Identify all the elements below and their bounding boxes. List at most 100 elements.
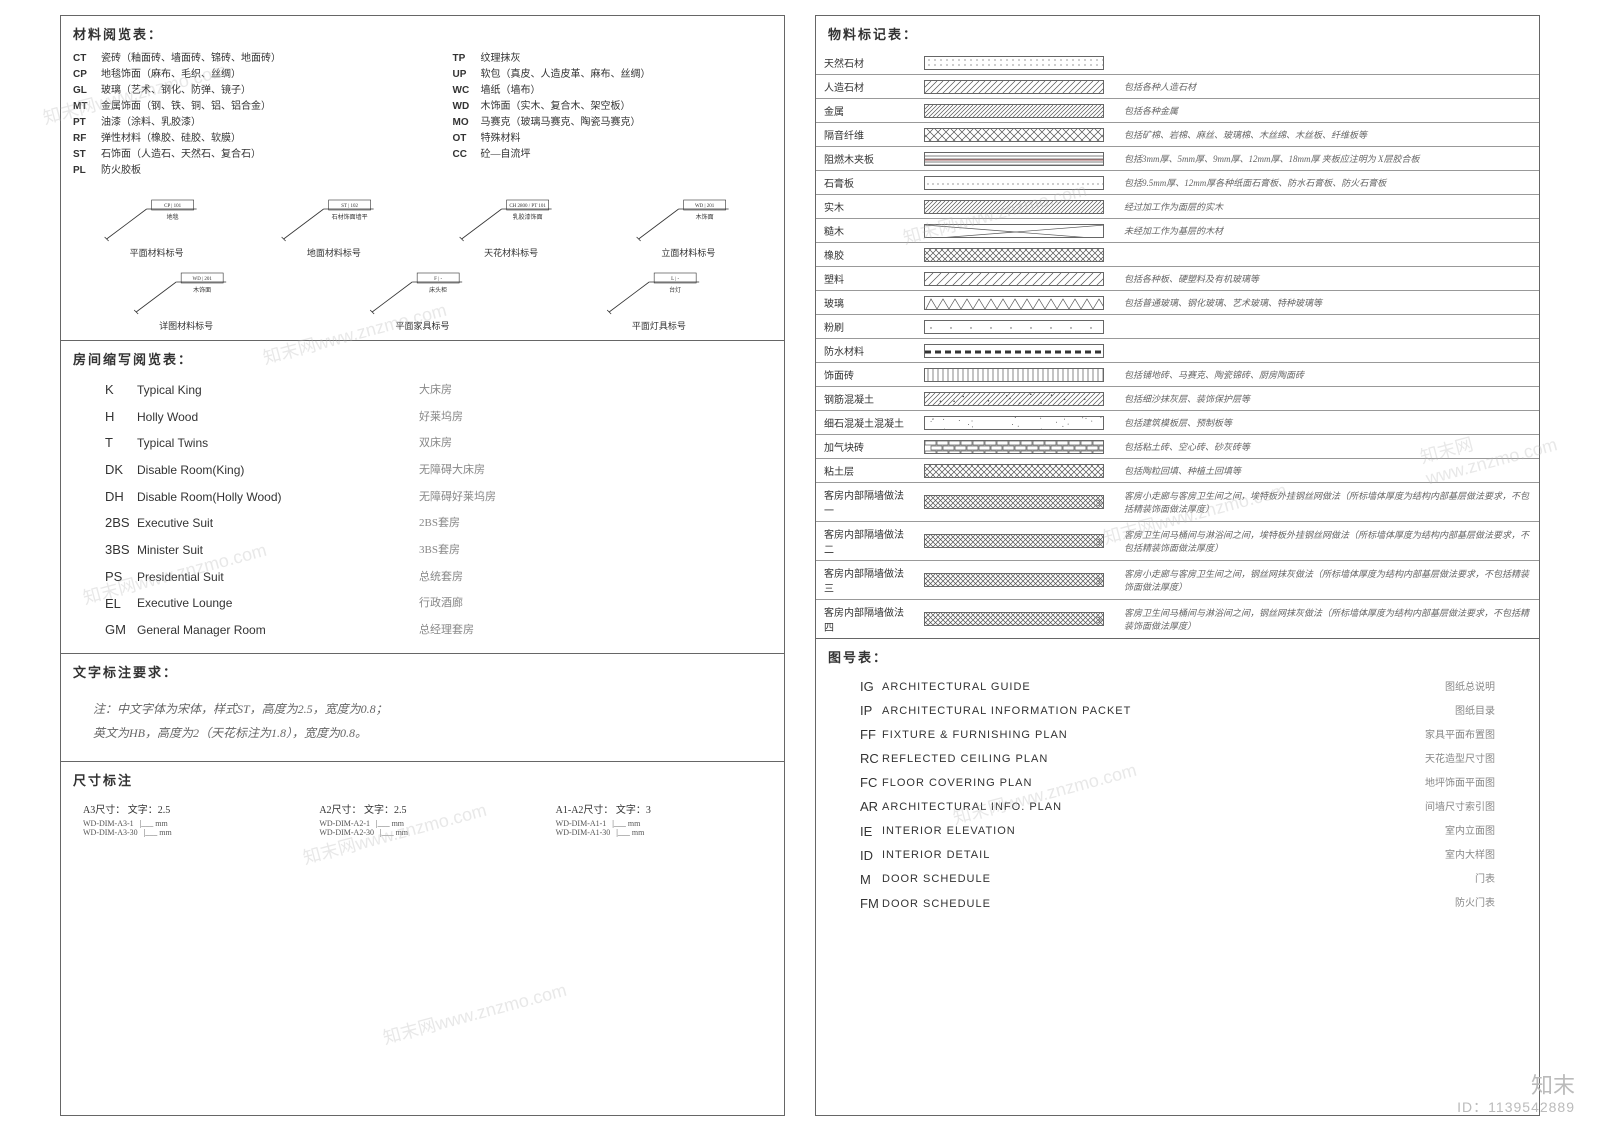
room-cn: 2BS套房 (419, 511, 770, 536)
material-mark-name: 客房内部隔墙做法二 (816, 522, 916, 561)
drawing-codes-title: 图号表： (828, 647, 1527, 666)
material-mark-row: 人造石材 包括各种人造石材 (816, 75, 1539, 99)
symbol-caption: 地面材料标号 (250, 246, 417, 259)
svg-text:木饰面: 木饰面 (695, 213, 713, 221)
dim-sub1: WD-DIM-A1-1 |___ mm (556, 819, 762, 828)
room-code: PS (75, 565, 135, 590)
material-mark-row: 塑料 包括各种板、硬塑料及有机玻璃等 (816, 267, 1539, 291)
symbol-item: L | - 台灯 平面灯具标号 (546, 267, 772, 332)
material-mark-row: 饰面砖 包括铺地砖、马赛克、陶瓷锦砖、厨房陶面砖 (816, 363, 1539, 387)
drawing-cn: 门表 (1342, 869, 1525, 891)
material-mark-name: 天然石材 (816, 51, 916, 75)
text-note-line2: 英文为HB，高度为2（天花标注为1.8），宽度为0.8。 (93, 721, 752, 745)
symbol-caption: 平面材料标号 (73, 246, 240, 259)
drawing-cn: 图纸目录 (1342, 700, 1525, 722)
material-mark-desc (1116, 339, 1539, 363)
drawing-code: IG (830, 676, 880, 698)
svg-text:L | -: L | - (671, 277, 679, 282)
drawing-en: INTERIOR DETAIL (882, 845, 1340, 867)
room-en: General Manager Room (137, 618, 417, 643)
text-note-section: 文字标注要求： 注：中文字体为宋体，样式ST，高度为2.5，宽度为0.8； 英文… (61, 654, 784, 762)
drawing-cn: 家具平面布置图 (1342, 724, 1525, 746)
dim-item: A1-A2尺寸： 文字：3 WD-DIM-A1-1 |___ mm WD-DIM… (556, 801, 762, 837)
material-mark-pattern (916, 123, 1116, 147)
material-mark-name: 阻燃木夹板 (816, 147, 916, 171)
room-abbr-title: 房间缩写阅览表： (73, 349, 772, 368)
drawing-en: ARCHITECTURAL GUIDE (882, 676, 1340, 698)
drawing-code: FC (830, 772, 880, 794)
material-codes-section: 材料阅览表： CT瓷砖（釉面砖、墙面砖、锦砖、地面砖）CP地毯饰面（麻布、毛织、… (61, 16, 784, 341)
material-mark-pattern (916, 219, 1116, 243)
drawing-code-row: AR ARCHITECTURAL INFO. PLAN 间墙尺寸索引图 (830, 796, 1525, 818)
material-code: MT (73, 99, 101, 115)
svg-text:CH 2800 / PT 101: CH 2800 / PT 101 (509, 204, 546, 209)
material-mark-desc: 客房小走廊与客房卫生间之间，埃特板外挂钢丝网做法（所标墙体厚度为结构内部基层做法… (1116, 483, 1539, 522)
drawing-code-row: FC FLOOR COVERING PLAN 地坪饰面平面图 (830, 772, 1525, 794)
material-code-desc: 特殊材料 (481, 131, 521, 147)
drawing-code: AR (830, 796, 880, 818)
material-mark-name: 细石混凝土混凝土 (816, 411, 916, 435)
material-mark-desc: 客房卫生间马桶间与淋浴间之间，埃特板外挂钢丝网做法（所标墙体厚度为结构内部基层做… (1116, 522, 1539, 561)
room-row: PS Presidential Suit 总统套房 (75, 565, 770, 590)
material-mark-desc: 包括建筑模板层、预制板等 (1116, 411, 1539, 435)
material-mark-name: 客房内部隔墙做法四 (816, 600, 916, 639)
symbol-caption: 平面家具标号 (309, 319, 535, 332)
drawing-en: INTERIOR ELEVATION (882, 821, 1340, 843)
material-code: ST (73, 147, 101, 163)
drawing-cn: 天花造型尺寸图 (1342, 748, 1525, 770)
drawing-code: RC (830, 748, 880, 770)
material-code: CC (453, 147, 481, 163)
symbol-item: ST | 102 石材饰面墙平 地面材料标号 (250, 194, 417, 259)
svg-text:CP | 101: CP | 101 (164, 204, 181, 209)
material-mark-name: 客房内部隔墙做法三 (816, 561, 916, 600)
material-code-desc: 瓷砖（釉面砖、墙面砖、锦砖、地面砖） (101, 51, 281, 67)
material-mark-desc (1116, 243, 1539, 267)
material-mark-row: 细石混凝土混凝土 包括建筑模板层、预制板等 (816, 411, 1539, 435)
drawing-code: IP (830, 700, 880, 722)
drawing-en: REFLECTED CEILING PLAN (882, 748, 1340, 770)
material-mark-name: 钢筋混凝土 (816, 387, 916, 411)
material-mark-desc: 经过加工作为面层的实木 (1116, 195, 1539, 219)
material-mark-pattern (916, 522, 1116, 561)
material-mark-pattern (916, 147, 1116, 171)
material-code: PT (73, 115, 101, 131)
material-code-desc: 防火胶板 (101, 163, 141, 179)
room-code: T (75, 431, 135, 456)
material-mark-pattern (916, 195, 1116, 219)
dim-note-section: 尺寸标注 A3尺寸： 文字：2.5 WD-DIM-A3-1 |___ mm WD… (61, 762, 784, 1115)
material-code: WD (453, 99, 481, 115)
room-row: EL Executive Lounge 行政酒廊 (75, 592, 770, 617)
drawing-cn: 间墙尺寸索引图 (1342, 796, 1525, 818)
material-mark-row: 隔音纤维 包括矿棉、岩棉、麻丝、玻璃棉、木丝绵、木丝板、纤维板等 (816, 123, 1539, 147)
material-mark-name: 人造石材 (816, 75, 916, 99)
room-en: Executive Suit (137, 511, 417, 536)
material-mark-name: 隔音纤维 (816, 123, 916, 147)
material-code: PL (73, 163, 101, 179)
room-en: Executive Lounge (137, 592, 417, 617)
material-mark-desc: 包括各种金属 (1116, 99, 1539, 123)
material-mark-desc: 未经加工作为基层的木材 (1116, 219, 1539, 243)
material-mark-desc: 包括陶粒回填、种植土回填等 (1116, 459, 1539, 483)
room-code: H (75, 405, 135, 430)
room-en: Disable Room(King) (137, 458, 417, 483)
material-mark-row: 粘土层 包括陶粒回填、种植土回填等 (816, 459, 1539, 483)
room-code: DK (75, 458, 135, 483)
material-code-row: RF弹性材料（橡胶、硅胶、软膜） (73, 131, 393, 147)
material-mark-row: 客房内部隔墙做法三 客房小走廊与客房卫生间之间，钢丝网抹灰做法（所标墙体厚度为结… (816, 561, 1539, 600)
material-mark-row: 糙木 未经加工作为基层的木材 (816, 219, 1539, 243)
room-en: Disable Room(Holly Wood) (137, 485, 417, 510)
material-mark-pattern (916, 561, 1116, 600)
drawing-en: DOOR SCHEDULE (882, 893, 1340, 915)
material-mark-pattern (916, 315, 1116, 339)
material-mark-pattern (916, 291, 1116, 315)
material-mark-row: 防水材料 (816, 339, 1539, 363)
material-mark-pattern (916, 51, 1116, 75)
symbol-item: CP | 101 地毯 平面材料标号 (73, 194, 240, 259)
drawing-en: FIXTURE & FURNISHING PLAN (882, 724, 1340, 746)
material-code-desc: 马赛克（玻璃马赛克、陶瓷马赛克） (481, 115, 641, 131)
material-mark-name: 玻璃 (816, 291, 916, 315)
material-mark-name: 加气块砖 (816, 435, 916, 459)
material-mark-row: 阻燃木夹板 包括3mm厚、5mm厚、9mm厚、12mm厚、18mm厚 夹板应注明… (816, 147, 1539, 171)
material-mark-row: 橡胶 (816, 243, 1539, 267)
room-row: 2BS Executive Suit 2BS套房 (75, 511, 770, 536)
